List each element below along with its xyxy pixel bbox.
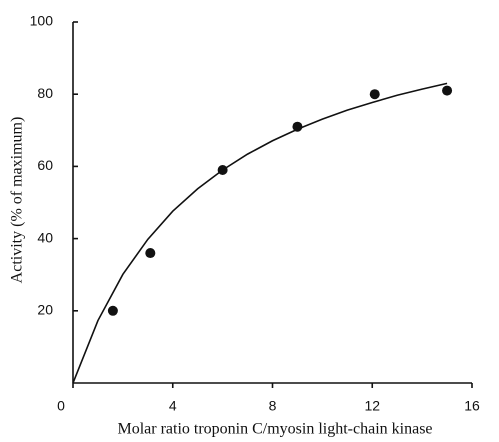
y-tick-label: 80: [37, 85, 53, 101]
y-tick-label: 60: [37, 157, 53, 173]
x-tick-label: 4: [169, 398, 177, 414]
y-tick-label: 40: [37, 229, 53, 245]
data-point: [292, 121, 303, 132]
data-point: [107, 305, 118, 316]
y-tick-label: 20: [37, 302, 53, 318]
x-tick-label: 8: [269, 398, 277, 414]
x-axis-title: Molar ratio troponin C/myosin light-chai…: [117, 421, 432, 438]
y-axis-title: Activity (% of maximum): [9, 117, 26, 284]
y-tick-label: 100: [30, 13, 54, 29]
x-tick-label: 16: [464, 398, 480, 414]
fit-curve: [72, 82, 448, 384]
data-point: [369, 89, 380, 100]
data-point: [145, 248, 156, 259]
data-point: [442, 85, 453, 96]
x-tick-label: 12: [364, 398, 380, 414]
x-tick-label: 0: [57, 398, 65, 414]
